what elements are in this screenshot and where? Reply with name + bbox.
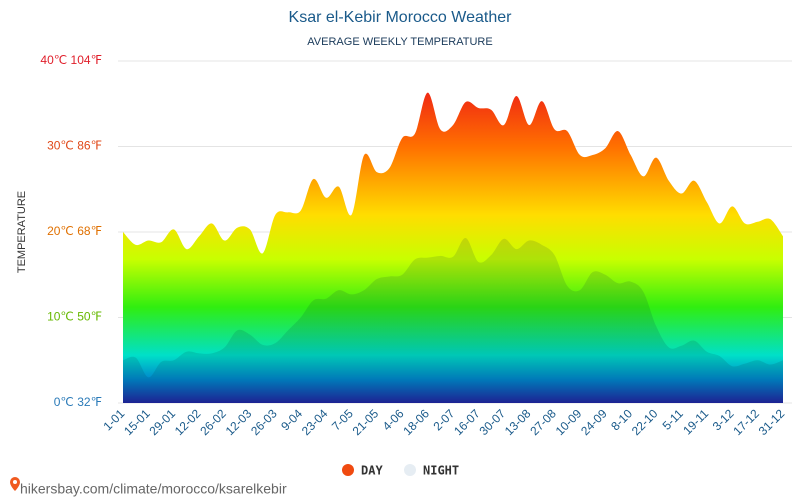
x-tick-label: 23-04 <box>299 406 331 438</box>
y-tick-label: 40℃ 104℉ <box>40 53 102 67</box>
night-shade <box>123 237 783 403</box>
x-tick-label: 12-03 <box>223 406 255 438</box>
x-tick-label: 10-09 <box>553 406 585 438</box>
y-tick-label: 20℃ 68℉ <box>47 224 102 238</box>
plot <box>118 60 792 404</box>
x-tick-label: 24-09 <box>578 406 610 438</box>
x-tick-label: 19-11 <box>680 406 711 437</box>
y-tick-label: 30℃ 86℉ <box>47 139 102 153</box>
x-tick-label: 29-01 <box>147 406 179 438</box>
legend-dot <box>404 464 416 476</box>
footer-text: hikersbay.com/climate/morocco/ksarelkebi… <box>20 481 287 497</box>
x-tick-label: 16-07 <box>451 406 483 438</box>
chart-subtitle: AVERAGE WEEKLY TEMPERATURE <box>307 36 492 48</box>
x-tick-label: 17-12 <box>730 406 762 438</box>
x-tick-label: 31-12 <box>756 406 788 438</box>
pin-dot <box>13 480 17 484</box>
night-area <box>123 237 783 403</box>
x-tick-label: 21-05 <box>350 406 382 438</box>
x-tick-label: 18-06 <box>400 406 432 438</box>
x-tick-label: 22-10 <box>629 406 661 438</box>
x-tick-label: 26-02 <box>197 406 229 438</box>
legend-dot <box>342 464 354 476</box>
x-tick-label: 15-01 <box>121 406 153 438</box>
legend-label: NIGHT <box>423 464 459 478</box>
y-tick-label: 10℃ 50℉ <box>47 310 102 324</box>
legend-label: DAY <box>361 464 383 478</box>
x-tick-label: 13-08 <box>502 406 534 438</box>
y-axis-title: TEMPERATURE <box>16 191 28 273</box>
x-tick-label: 27-08 <box>527 406 559 438</box>
x-tick-label: 12-02 <box>172 406 204 438</box>
x-tick-label: 26-03 <box>248 406 280 438</box>
footer: hikersbay.com/climate/morocco/ksarelkebi… <box>10 477 287 497</box>
x-tick-label: 30-07 <box>477 406 509 438</box>
y-tick-label: 0℃ 32℉ <box>54 395 102 409</box>
chart-title: Ksar el-Kebir Morocco Weather <box>289 9 513 26</box>
